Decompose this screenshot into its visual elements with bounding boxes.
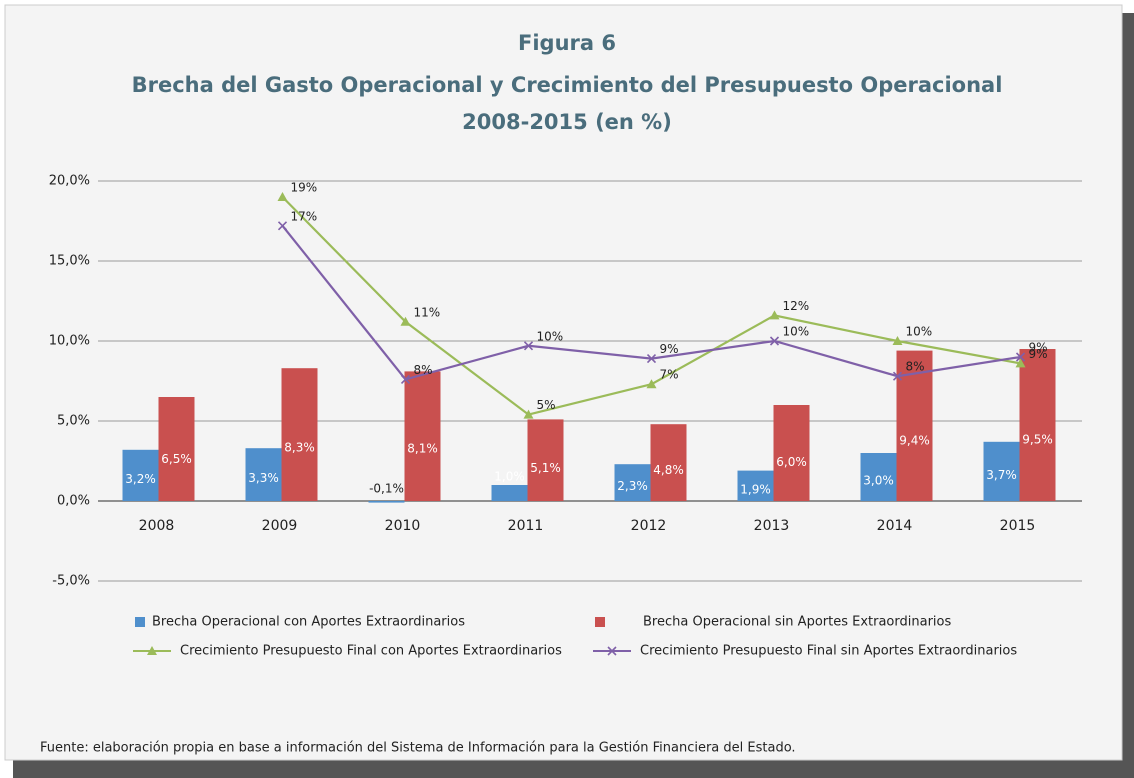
x-tick-label: 2015: [1000, 518, 1036, 534]
x-tick-label: 2011: [508, 518, 544, 534]
source-note: Fuente: elaboración propia en base a inf…: [40, 741, 796, 756]
data-label: 3,2%: [125, 472, 156, 486]
bar: [281, 368, 318, 501]
bar: [527, 419, 564, 501]
data-label: 8,1%: [407, 442, 438, 456]
line-marker: [1015, 358, 1026, 368]
bar: [983, 441, 1020, 501]
line-marker: [769, 336, 780, 346]
bar: [1019, 349, 1056, 501]
line-marker: [1015, 352, 1026, 362]
data-label: 9%: [1029, 341, 1048, 355]
data-label: 3,0%: [863, 474, 894, 488]
bar: [368, 501, 405, 503]
chart-subtitle: 2008-2015 (en %): [462, 110, 672, 134]
legend-label: Crecimiento Presupuesto Final sin Aporte…: [640, 644, 1017, 659]
data-label: 9%: [1029, 347, 1048, 361]
line-marker: [523, 341, 534, 351]
data-label: 10%: [906, 325, 933, 339]
bar: [737, 470, 774, 501]
y-tick-label: 0,0%: [57, 494, 90, 509]
data-label: 9,5%: [1022, 433, 1053, 447]
x-tick-label: 2013: [754, 518, 790, 534]
data-label: 8%: [906, 360, 925, 374]
data-label: 19%: [291, 181, 318, 195]
data-label: 10%: [537, 329, 564, 343]
data-label: 3,7%: [986, 468, 1017, 482]
panel: [4, 4, 1123, 761]
line-marker: [400, 316, 411, 326]
x-tick-label: 2014: [877, 518, 913, 534]
line-marker: [277, 192, 288, 201]
legend-label: Crecimiento Presupuesto Final con Aporte…: [180, 644, 562, 659]
legend-swatch: [135, 617, 145, 627]
bar: [122, 449, 159, 501]
bar: [245, 448, 282, 501]
data-label: 8%: [414, 363, 433, 377]
line-marker: [769, 310, 780, 320]
data-label: 17%: [291, 209, 318, 223]
y-tick-label: 15,0%: [49, 254, 90, 269]
data-label: 12%: [783, 299, 810, 313]
data-label: 5,1%: [530, 461, 561, 475]
x-tick-label: 2009: [262, 518, 298, 534]
data-label: 6,0%: [776, 455, 807, 469]
legend-marker: [147, 646, 157, 655]
y-tick-label: 20,0%: [49, 174, 90, 189]
legend-marker: [607, 646, 617, 656]
data-label: 9%: [660, 342, 679, 356]
chart-subtitle: Brecha del Gasto Operacional y Crecimien…: [132, 73, 1003, 97]
x-tick-label: 2010: [385, 518, 421, 534]
data-label: 1,0%: [494, 470, 525, 484]
line-marker: [400, 374, 411, 384]
line-marker: [892, 371, 903, 381]
y-tick-label: 5,0%: [57, 414, 90, 429]
data-label: 10%: [783, 325, 810, 339]
data-label: 5%: [537, 398, 556, 412]
bar: [158, 397, 195, 501]
data-label: 2,3%: [617, 479, 648, 493]
line-marker: [646, 354, 657, 364]
legend-label: Brecha Operacional con Aportes Extraordi…: [152, 615, 465, 630]
data-label: 1,9%: [740, 482, 771, 496]
bar: [650, 424, 687, 501]
bar: [773, 405, 810, 501]
y-tick-label: 10,0%: [49, 334, 90, 349]
data-label: 7%: [660, 368, 679, 382]
line-marker: [646, 379, 657, 389]
data-label: 4,8%: [653, 463, 684, 477]
data-label: 9,4%: [899, 433, 930, 447]
bar: [614, 464, 651, 501]
x-tick-label: 2012: [631, 518, 667, 534]
line-marker: [277, 221, 288, 231]
data-label: 3,3%: [248, 471, 279, 485]
line-marker: [523, 409, 534, 419]
legend-label: Brecha Operacional sin Aportes Extraordi…: [643, 615, 951, 630]
line-marker: [892, 336, 903, 345]
legend-swatch: [595, 617, 605, 627]
data-label: 8,3%: [284, 440, 315, 454]
data-label: 11%: [414, 305, 441, 319]
chart-title: Figura 6: [518, 31, 616, 55]
bar: [404, 371, 441, 501]
bar: [491, 485, 528, 501]
y-tick-label: -5,0%: [52, 574, 90, 589]
bar: [860, 453, 897, 501]
x-tick-label: 2008: [139, 518, 175, 534]
data-label: 6,5%: [161, 452, 192, 466]
data-label: -0,1%: [369, 482, 404, 496]
